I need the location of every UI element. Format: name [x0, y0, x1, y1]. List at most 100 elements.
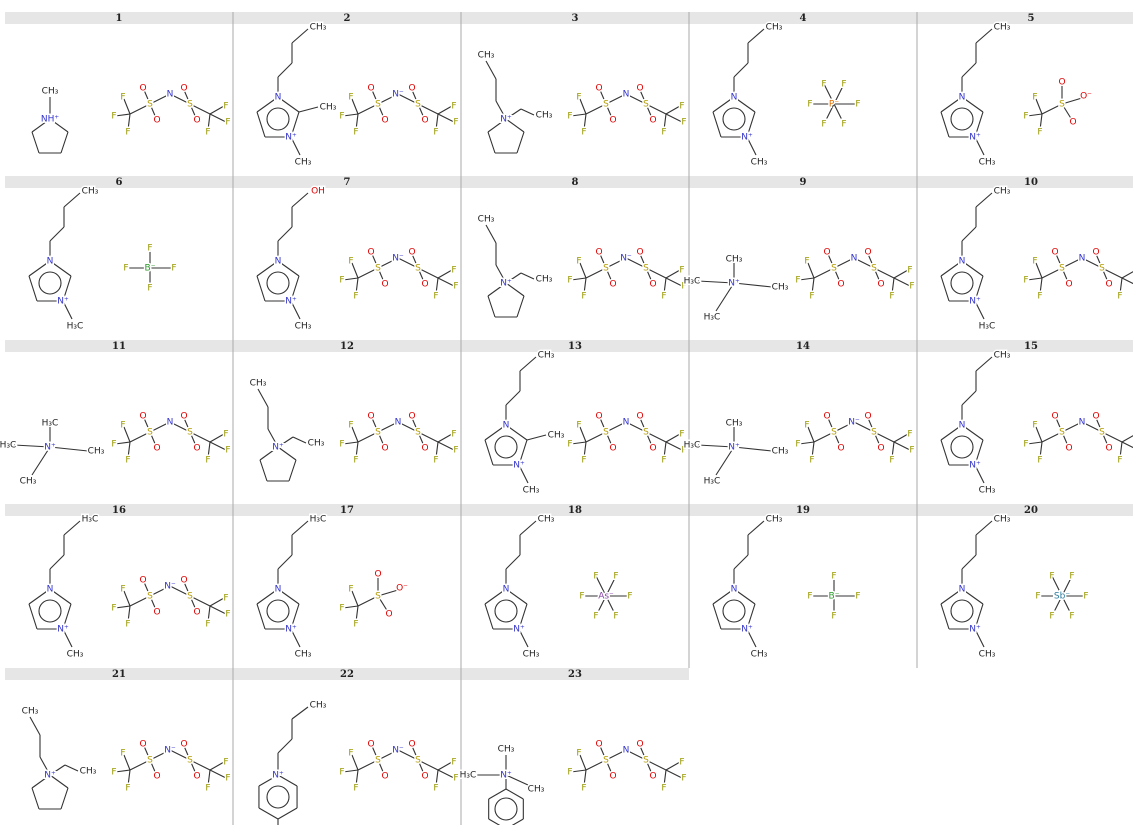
- bond: [961, 260, 984, 277]
- atom-label: F: [581, 128, 586, 138]
- atom-label: O: [877, 280, 884, 290]
- bond: [605, 103, 613, 119]
- bond: [595, 575, 607, 597]
- atom-label: F: [1035, 592, 1040, 602]
- bond: [342, 441, 359, 445]
- atom-label: N⁺: [969, 461, 981, 471]
- atom-label: O: [636, 740, 643, 750]
- cell-number: 2: [344, 13, 351, 24]
- bond: [1026, 113, 1043, 117]
- bond: [579, 426, 587, 443]
- atom-label: S: [1059, 428, 1065, 438]
- aromatic-ring: [950, 107, 974, 131]
- atom-label: O: [153, 772, 160, 782]
- atom-label: F: [451, 102, 456, 112]
- atom-label: N: [503, 585, 510, 595]
- bond: [49, 118, 69, 133]
- cell-header: [917, 340, 1133, 352]
- bond: [437, 769, 455, 779]
- bond: [277, 62, 293, 78]
- atom-label: F: [348, 749, 353, 759]
- atom-label: O: [139, 412, 146, 422]
- atom-label: S: [415, 100, 421, 110]
- bond: [1051, 575, 1063, 597]
- atom-label: S: [187, 100, 193, 110]
- atom-label: O: [367, 84, 374, 94]
- aromatic-ring: [494, 797, 518, 821]
- atom-label: O⁻: [396, 584, 408, 594]
- atom-label: O: [595, 84, 602, 94]
- atom-label: B⁻: [145, 264, 156, 274]
- bond: [114, 113, 131, 117]
- bond: [49, 446, 89, 452]
- bond: [342, 769, 359, 773]
- bond: [961, 554, 977, 570]
- bond: [579, 262, 587, 279]
- atom-label: N⁺: [500, 115, 512, 125]
- atom-label: CH₃: [528, 785, 545, 795]
- bond: [798, 277, 815, 281]
- bond: [891, 277, 895, 295]
- atom-label: O: [408, 248, 415, 258]
- bond: [291, 192, 309, 208]
- atom-label: F: [120, 585, 125, 595]
- bond: [377, 421, 399, 433]
- bond: [149, 595, 157, 611]
- bond: [277, 588, 300, 605]
- bond: [645, 267, 667, 279]
- bond: [60, 787, 69, 810]
- bond: [62, 275, 72, 302]
- atom-label: O: [1069, 118, 1076, 128]
- atom-label: CH₃: [772, 283, 789, 293]
- atom-label: N: [623, 418, 630, 428]
- bond: [639, 417, 647, 433]
- bond: [435, 769, 439, 787]
- bond: [940, 439, 950, 466]
- atom-label: CH₃: [478, 51, 495, 61]
- bond: [645, 759, 653, 775]
- cell-header: [233, 668, 461, 680]
- bond: [209, 433, 225, 443]
- cell-number: 3: [572, 13, 579, 24]
- bond: [1101, 431, 1109, 447]
- aromatic-ring: [266, 271, 290, 295]
- bond: [940, 588, 963, 605]
- bond: [28, 275, 38, 302]
- atom-label: F: [451, 758, 456, 768]
- atom-label: F: [225, 118, 230, 128]
- bond: [207, 605, 211, 623]
- atom-label: S: [187, 592, 193, 602]
- bond: [357, 103, 379, 115]
- atom-label: S: [375, 592, 381, 602]
- bond: [823, 83, 835, 105]
- atom-label: F: [613, 572, 618, 582]
- bond: [31, 774, 51, 789]
- atom-label: CH₃: [766, 23, 783, 33]
- atom-label: N⁺: [728, 443, 740, 453]
- atom-label: S: [871, 428, 877, 438]
- atom-label: F: [593, 572, 598, 582]
- bond: [417, 103, 425, 119]
- bond: [183, 581, 191, 597]
- bond: [505, 390, 521, 406]
- bond: [1081, 257, 1103, 269]
- cell-number: 16: [112, 505, 126, 516]
- atom-label: F: [661, 128, 666, 138]
- bond: [290, 628, 301, 648]
- bond: [599, 745, 607, 761]
- atom-label: H₃C: [704, 477, 721, 487]
- bond: [746, 111, 756, 138]
- atom-label: F: [225, 774, 230, 784]
- bond: [974, 300, 985, 320]
- atom-label: H₃C: [42, 419, 59, 429]
- bond: [807, 262, 815, 279]
- bond: [149, 431, 157, 447]
- bond: [733, 554, 749, 570]
- atom-label: F: [1049, 612, 1054, 622]
- bond: [258, 807, 279, 820]
- bond: [520, 108, 535, 116]
- bond: [209, 769, 227, 779]
- atom-label: F: [1032, 93, 1037, 103]
- atom-label: O: [1051, 412, 1058, 422]
- bond: [484, 439, 494, 466]
